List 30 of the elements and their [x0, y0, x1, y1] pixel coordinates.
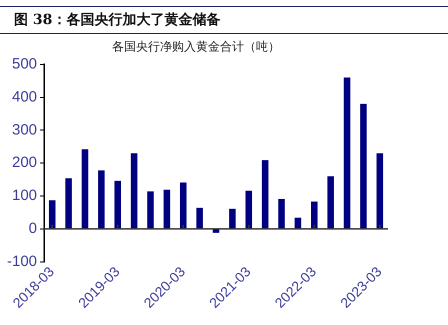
- bar: [180, 182, 187, 228]
- y-tick-label: 0: [28, 220, 38, 238]
- bar: [114, 180, 122, 228]
- bar: [164, 190, 170, 228]
- bar: [360, 104, 367, 228]
- bar: [262, 160, 268, 228]
- bar: [278, 198, 285, 228]
- bar: [294, 218, 302, 228]
- bar: [376, 153, 384, 228]
- bar: [212, 229, 220, 233]
- bar: [130, 153, 138, 228]
- y-tick-label: 500: [12, 56, 38, 73]
- bar: [65, 178, 72, 228]
- bar: [327, 176, 334, 228]
- chart-title: 图 38：各国央行加大了黄金储备: [0, 6, 448, 34]
- y-tick-label: 300: [12, 121, 38, 138]
- bar: [98, 170, 105, 228]
- bar: [48, 200, 56, 228]
- bar: [229, 208, 236, 228]
- bar: [196, 208, 203, 228]
- y-tick-label: 100: [12, 187, 38, 204]
- bar: [311, 202, 318, 228]
- bar: [147, 191, 154, 228]
- y-tick-label: -100: [6, 252, 38, 270]
- chart-subtitle: 各国央行净购入黄金合计（吨）: [112, 39, 280, 54]
- y-tick-label: 200: [12, 154, 38, 172]
- bar: [344, 78, 350, 228]
- bar: [82, 149, 88, 228]
- bar: [245, 190, 252, 228]
- y-tick-label: 400: [12, 88, 38, 106]
